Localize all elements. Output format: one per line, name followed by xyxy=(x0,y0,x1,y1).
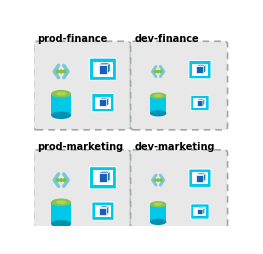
Circle shape xyxy=(157,70,159,73)
FancyBboxPatch shape xyxy=(51,94,71,115)
Polygon shape xyxy=(204,173,206,182)
FancyBboxPatch shape xyxy=(197,209,203,214)
FancyBboxPatch shape xyxy=(95,97,111,109)
Text: dev-marketing: dev-marketing xyxy=(134,142,215,152)
FancyBboxPatch shape xyxy=(101,178,105,182)
Circle shape xyxy=(160,179,162,181)
FancyBboxPatch shape xyxy=(98,106,108,108)
FancyBboxPatch shape xyxy=(194,207,206,216)
FancyBboxPatch shape xyxy=(198,178,201,182)
FancyBboxPatch shape xyxy=(191,96,209,110)
FancyBboxPatch shape xyxy=(130,150,227,239)
Polygon shape xyxy=(204,64,206,73)
Circle shape xyxy=(154,70,156,73)
FancyBboxPatch shape xyxy=(92,202,114,220)
Circle shape xyxy=(63,179,66,182)
Ellipse shape xyxy=(51,220,71,228)
Ellipse shape xyxy=(51,112,71,119)
FancyBboxPatch shape xyxy=(196,214,204,216)
FancyBboxPatch shape xyxy=(197,100,203,106)
Polygon shape xyxy=(107,171,110,182)
Polygon shape xyxy=(99,63,110,65)
FancyBboxPatch shape xyxy=(97,182,109,185)
Ellipse shape xyxy=(51,90,71,98)
Polygon shape xyxy=(107,206,109,215)
FancyBboxPatch shape xyxy=(195,182,205,184)
FancyBboxPatch shape xyxy=(195,73,205,75)
FancyBboxPatch shape xyxy=(130,41,227,130)
FancyBboxPatch shape xyxy=(150,204,166,222)
Text: prod-marketing: prod-marketing xyxy=(37,142,124,152)
FancyBboxPatch shape xyxy=(101,211,104,215)
Polygon shape xyxy=(196,64,206,66)
Circle shape xyxy=(160,70,162,73)
FancyBboxPatch shape xyxy=(191,204,209,219)
Ellipse shape xyxy=(56,92,66,96)
Circle shape xyxy=(60,179,63,182)
FancyBboxPatch shape xyxy=(92,93,114,112)
FancyBboxPatch shape xyxy=(199,103,201,106)
Circle shape xyxy=(154,179,156,181)
FancyBboxPatch shape xyxy=(98,215,108,217)
Circle shape xyxy=(63,70,66,73)
Polygon shape xyxy=(107,63,110,74)
Ellipse shape xyxy=(154,94,162,97)
Polygon shape xyxy=(99,97,109,99)
Text: prod-finance: prod-finance xyxy=(37,34,108,44)
FancyBboxPatch shape xyxy=(196,106,204,108)
Polygon shape xyxy=(99,206,109,208)
Polygon shape xyxy=(197,99,205,100)
Ellipse shape xyxy=(150,219,166,225)
Polygon shape xyxy=(196,173,206,175)
Ellipse shape xyxy=(51,198,71,206)
FancyBboxPatch shape xyxy=(198,70,201,73)
FancyBboxPatch shape xyxy=(196,66,204,73)
Polygon shape xyxy=(107,97,109,106)
Circle shape xyxy=(157,179,159,181)
FancyBboxPatch shape xyxy=(194,98,206,108)
FancyBboxPatch shape xyxy=(89,58,117,80)
FancyBboxPatch shape xyxy=(34,150,130,239)
FancyBboxPatch shape xyxy=(95,205,111,217)
Polygon shape xyxy=(99,171,110,173)
Polygon shape xyxy=(203,207,205,214)
FancyBboxPatch shape xyxy=(99,173,107,182)
Ellipse shape xyxy=(56,200,66,204)
FancyBboxPatch shape xyxy=(34,41,130,130)
FancyBboxPatch shape xyxy=(192,64,208,76)
Ellipse shape xyxy=(150,201,166,207)
Circle shape xyxy=(60,70,63,73)
FancyBboxPatch shape xyxy=(101,103,104,106)
FancyBboxPatch shape xyxy=(196,175,204,182)
FancyBboxPatch shape xyxy=(93,62,113,76)
Ellipse shape xyxy=(150,92,166,99)
Circle shape xyxy=(56,70,59,73)
FancyBboxPatch shape xyxy=(51,202,71,224)
FancyBboxPatch shape xyxy=(189,169,211,187)
Ellipse shape xyxy=(154,203,162,206)
Circle shape xyxy=(56,179,59,182)
FancyBboxPatch shape xyxy=(199,212,201,215)
FancyBboxPatch shape xyxy=(99,65,107,74)
Polygon shape xyxy=(203,99,205,106)
Polygon shape xyxy=(197,207,205,209)
FancyBboxPatch shape xyxy=(93,170,113,185)
FancyBboxPatch shape xyxy=(192,172,208,184)
FancyBboxPatch shape xyxy=(97,73,109,76)
Text: dev-finance: dev-finance xyxy=(134,34,199,44)
FancyBboxPatch shape xyxy=(101,69,105,74)
FancyBboxPatch shape xyxy=(99,208,107,215)
FancyBboxPatch shape xyxy=(89,167,117,189)
FancyBboxPatch shape xyxy=(150,96,166,113)
FancyBboxPatch shape xyxy=(189,60,211,79)
Ellipse shape xyxy=(150,110,166,116)
FancyBboxPatch shape xyxy=(99,99,107,106)
